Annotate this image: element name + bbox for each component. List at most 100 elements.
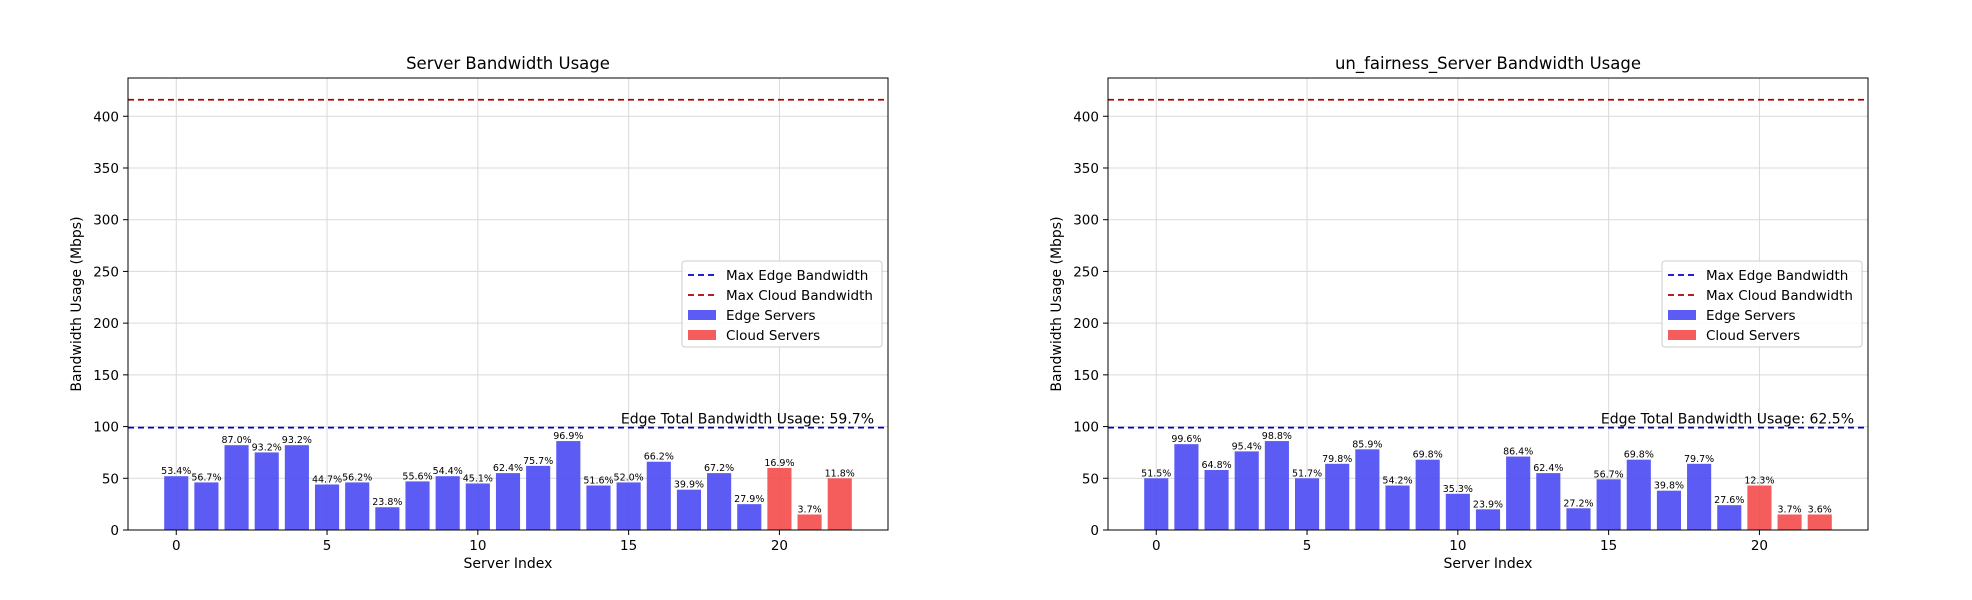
bar-edge	[1687, 463, 1712, 530]
y-tick-label: 250	[1073, 264, 1099, 280]
bar-value-label: 54.2%	[1382, 476, 1412, 487]
bar-value-label: 67.2%	[704, 463, 734, 474]
bar-edge	[1385, 485, 1410, 530]
bar-edge	[314, 484, 340, 530]
bar-value-label: 85.9%	[1352, 439, 1382, 450]
bar-edge	[495, 473, 521, 530]
bar-value-label: 56.2%	[342, 472, 372, 483]
bar-value-label: 27.9%	[734, 494, 764, 505]
legend-max-cloud-label: Max Cloud Bandwidth	[726, 288, 873, 304]
y-tick-label: 350	[93, 161, 119, 177]
bar-edge	[284, 445, 309, 530]
legend-box	[1661, 260, 1863, 348]
x-tick-label: 10	[469, 538, 486, 554]
bar-value-label: 3.6%	[1808, 504, 1832, 515]
bar-value-label: 27.6%	[1714, 495, 1744, 506]
x-tick-label: 0	[172, 538, 181, 554]
chart-title: Server Bandwidth Usage	[406, 54, 610, 73]
bar-edge	[435, 476, 460, 530]
bar-value-label: 16.9%	[764, 458, 794, 469]
y-tick-label: 250	[93, 264, 119, 280]
x-tick-label: 10	[1449, 538, 1466, 554]
bar-edge	[405, 481, 430, 530]
bar-value-label: 93.2%	[282, 435, 312, 446]
y-tick-label: 50	[102, 471, 119, 487]
bar-edge	[254, 452, 279, 530]
bar-edge	[375, 507, 400, 530]
bar-value-label: 64.8%	[1201, 460, 1231, 471]
legend-max-edge-label: Max Edge Bandwidth	[726, 268, 868, 284]
bar-edge	[345, 482, 370, 530]
plot-frame	[1107, 77, 1869, 531]
bar-value-label: 95.4%	[1232, 441, 1262, 452]
bar-edge	[586, 485, 611, 530]
bar-value-label: 53.4%	[161, 466, 191, 477]
bar-value-label: 69.8%	[1624, 450, 1654, 461]
bar-value-label: 54.4%	[433, 466, 463, 477]
bar-edge	[1506, 456, 1531, 530]
y-tick-label: 300	[1073, 213, 1099, 229]
bar-edge	[737, 504, 762, 530]
bar-edge	[1204, 470, 1229, 530]
y-axis-label: Bandwidth Usage (Mbps)	[1049, 216, 1065, 391]
bar-value-label: 52.0%	[614, 472, 644, 483]
y-tick-label: 0	[110, 523, 119, 539]
plot-frame	[127, 77, 889, 531]
bar-value-label: 98.8%	[1262, 431, 1292, 442]
bar-edge	[1415, 459, 1440, 530]
bar-value-label: 11.8%	[825, 468, 855, 479]
bar-edge	[1566, 508, 1591, 530]
y-tick-label: 100	[1073, 420, 1099, 436]
y-tick-label: 100	[93, 420, 119, 436]
bar-edge	[465, 483, 490, 530]
bar-edge	[1294, 478, 1320, 530]
y-axis-label: Bandwidth Usage (Mbps)	[69, 216, 85, 391]
bar-edge	[1355, 449, 1380, 530]
bar-value-label: 39.8%	[1654, 481, 1684, 492]
bar-value-label: 79.7%	[1684, 454, 1714, 465]
bar-value-label: 56.7%	[191, 472, 221, 483]
bar-value-label: 51.6%	[583, 476, 613, 487]
bar-edge	[1656, 490, 1682, 530]
bar-value-label: 45.1%	[463, 473, 493, 484]
x-tick-label: 5	[1303, 538, 1312, 554]
bar-value-label: 87.0%	[221, 435, 251, 446]
bar-value-label: 39.9%	[674, 480, 704, 491]
chart-panel-1: 51.5% 99.6% 64.8%95.4%98.8% 51.7%79.8%85.9%…	[1049, 54, 1869, 572]
legend-cloud-servers-marker	[688, 330, 716, 340]
bar-value-label: 96.9%	[553, 431, 583, 442]
bar-value-label: 86.4%	[1503, 447, 1533, 458]
bar-value-label: 69.8%	[1413, 450, 1443, 461]
legend-cloud-servers-label: Cloud Servers	[726, 328, 820, 344]
legend-edge-servers-marker	[688, 310, 716, 320]
bar-edge	[646, 461, 671, 530]
bar-edge	[194, 482, 219, 530]
bar-edge	[526, 465, 551, 530]
x-tick-label: 20	[771, 538, 788, 554]
bar-edge	[1144, 478, 1169, 530]
bar-edge	[164, 476, 189, 530]
bar-value-label: 51.7%	[1292, 468, 1322, 479]
y-tick-label: 350	[1073, 161, 1099, 177]
bar-edge	[707, 473, 732, 530]
x-tick-label: 5	[323, 538, 332, 554]
bar-value-label: 56.7%	[1594, 469, 1624, 480]
bar-edge	[1717, 505, 1742, 530]
bar-edge	[1536, 473, 1561, 530]
bar-value-label: 62.4%	[493, 463, 523, 474]
bar-cloud	[827, 478, 852, 530]
y-tick-label: 400	[93, 109, 119, 125]
x-tick-label: 20	[1751, 538, 1768, 554]
bar-value-label: 66.2%	[644, 452, 674, 463]
bar-edge	[1596, 479, 1621, 530]
bar-edge	[1264, 441, 1289, 530]
legend-edge-servers-marker	[1668, 310, 1696, 320]
x-tick-label: 15	[1600, 538, 1617, 554]
legend: Max Edge Bandwidth Max Cloud Bandwidth Edg…	[681, 260, 883, 348]
legend-edge-servers-label: Edge Servers	[726, 308, 816, 324]
bar-value-label: 75.7%	[523, 456, 553, 467]
y-tick-label: 200	[1073, 316, 1099, 332]
bar-value-label: 55.6%	[402, 471, 432, 482]
